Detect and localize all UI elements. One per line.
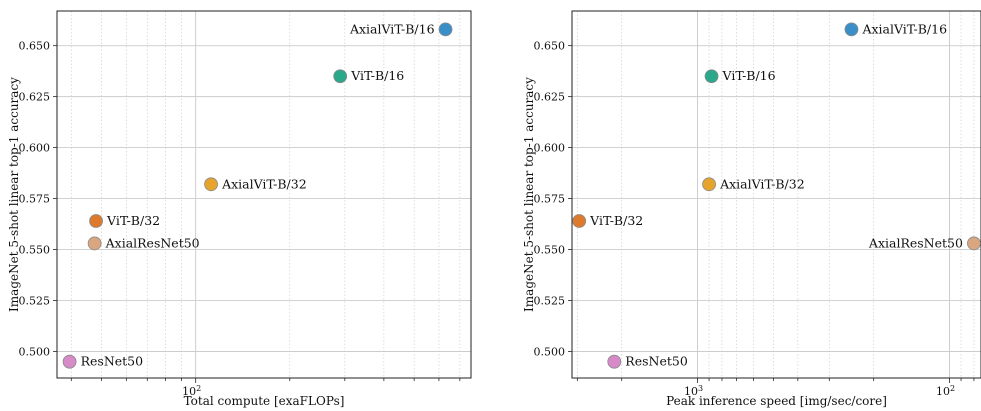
y-tick-label: 0.500 [534,345,566,358]
plot-frame [56,10,472,379]
point-label: AxialResNet50 [868,235,963,250]
point-label: AxialViT-B/32 [719,176,805,191]
data-point [844,22,859,37]
chart-panel-1: 0.5000.5250.5500.5750.6000.6250.650102To… [7,10,472,408]
x-tick-label: 102 [936,384,955,399]
point-label: AxialViT-B/16 [861,21,947,36]
x-tick-exponent: 3 [698,384,703,393]
y-tick-label: 0.550 [19,244,51,257]
data-point [204,177,218,192]
y-tick-label: 0.650 [534,40,566,53]
point-label: ViT-B/16 [350,68,404,83]
grid [572,11,981,378]
grid [57,11,471,378]
data-point [572,214,587,228]
y-tick-label: 0.500 [19,345,51,358]
data-point [87,236,102,251]
y-tick-label: 0.600 [19,142,51,155]
point-label: ViT-B/32 [589,213,643,228]
y-tick-label: 0.625 [534,91,566,104]
y-tick-label: 0.525 [19,295,51,308]
data-point [89,214,103,228]
data-point [607,354,622,369]
data-point [702,177,716,192]
x-tick-exponent: 2 [950,384,955,393]
x-axis-label: Total compute [exaFLOPs] [184,394,345,408]
data-point [438,22,453,37]
y-tick-label: 0.575 [534,193,566,206]
point-label: ResNet50 [625,354,688,369]
data-point [704,69,719,84]
y-tick-label: 0.525 [534,295,566,308]
y-tick-label: 0.600 [534,142,566,155]
point-label: ViT-B/16 [722,68,776,83]
point-label: ResNet50 [81,354,144,369]
x-axis-label: Peak inference speed [img/sec/core] [666,394,887,408]
y-tick-label: 0.550 [534,244,566,257]
point-label: AxialViT-B/16 [349,21,435,36]
y-tick-label: 0.650 [19,40,51,53]
point-label: AxialResNet50 [105,235,200,250]
x-tick-exponent: 2 [196,384,201,393]
point-label: ViT-B/32 [106,213,160,228]
data-point [967,236,981,251]
y-tick-label: 0.625 [19,91,51,104]
y-tick-label: 0.575 [19,193,51,206]
plot-frame [571,10,981,379]
y-axis-label: ImageNet 5-shot linear top-1 accuracy [522,77,536,312]
point-label: AxialViT-B/32 [221,176,307,191]
data-point [62,354,77,369]
y-axis-label: ImageNet 5-shot linear top-1 accuracy [7,77,21,312]
data-point [333,69,348,84]
